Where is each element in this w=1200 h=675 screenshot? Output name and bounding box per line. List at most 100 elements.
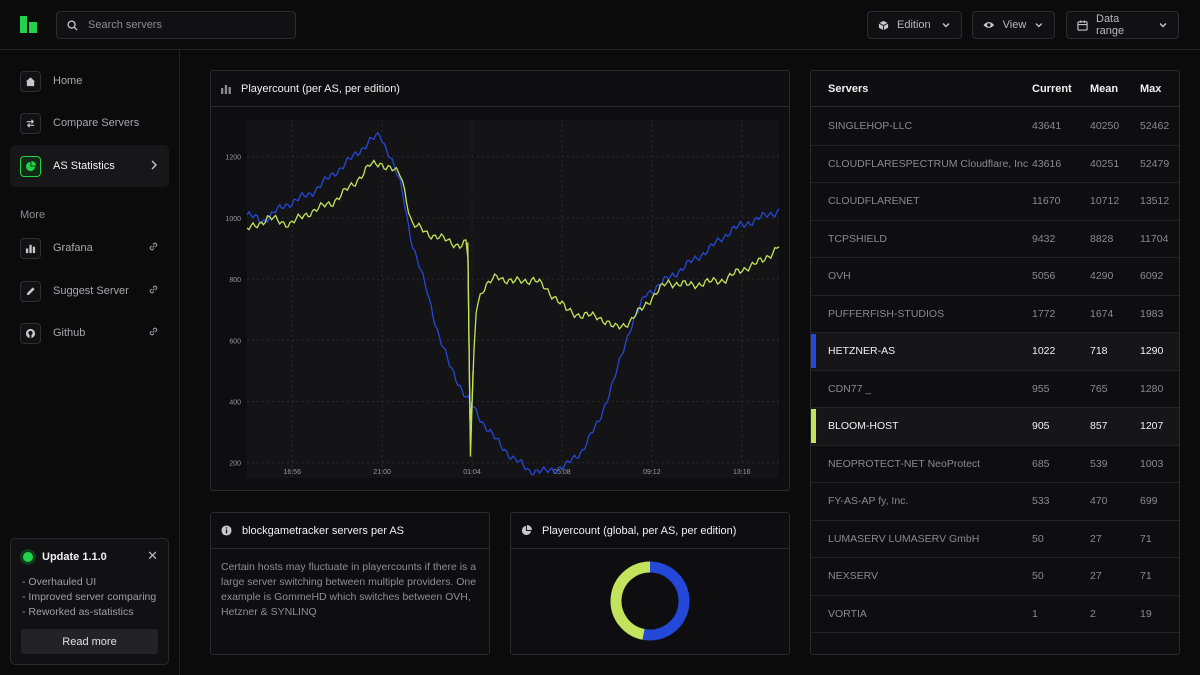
column-header-mean[interactable]: Mean <box>1090 82 1119 95</box>
sidebar-item-home[interactable]: Home <box>10 60 169 102</box>
column-header-max[interactable]: Max <box>1140 82 1162 95</box>
chevron-down-icon <box>942 23 950 28</box>
sidebar-item-suggest-server[interactable]: Suggest Server <box>10 270 169 312</box>
server-name-cell: CLOUDFLARENET <box>828 195 920 208</box>
current-cell: 50 <box>1032 532 1044 545</box>
table-row[interactable]: CLOUDFLARESPECTRUM Cloudflare, Inc. 43616… <box>811 146 1179 183</box>
playercount-line-chart: 200 400 600 800 1000 1200 16:56 21:00 01:04 05:08… <box>225 120 780 478</box>
current-cell: 533 <box>1032 495 1050 508</box>
mean-cell: 8828 <box>1090 232 1114 245</box>
status-dot-icon <box>20 549 36 565</box>
table-row[interactable]: NEXSERV 50 27 71 <box>811 558 1179 596</box>
bar-chart-icon <box>221 84 231 94</box>
series-line <box>246 159 780 423</box>
current-cell: 1772 <box>1032 307 1056 320</box>
sidebar-item-label: AS Statistics <box>53 160 115 172</box>
max-cell: 6092 <box>1140 270 1164 283</box>
link-icon <box>149 242 158 251</box>
x-tick-label: 05:08 <box>553 469 571 476</box>
sidebar-item-as-statistics[interactable]: AS Statistics <box>10 145 169 187</box>
donut-panel-title: Playercount (global, per AS, per edition… <box>542 524 737 537</box>
table-row[interactable]: HETZNER-AS 1022 718 1290 <box>811 333 1179 371</box>
sidebar-item-grafana[interactable]: Grafana <box>10 227 169 269</box>
info-panel-title: blockgametracker servers per AS <box>242 524 405 537</box>
update-notice: Update 1.1.0 ✕ - Overhauled UI - Improve… <box>10 538 169 665</box>
column-header-current[interactable]: Current <box>1032 82 1072 95</box>
table-row[interactable]: CDN77 _ 955 765 1280 <box>811 371 1179 408</box>
pencil-icon <box>20 280 41 302</box>
table-row[interactable]: CLOUDFLARENET 11670 10712 13512 <box>811 183 1179 221</box>
series-spike <box>467 242 474 457</box>
y-tick-label: 1200 <box>225 155 241 162</box>
search-box[interactable] <box>56 11 296 39</box>
cube-icon <box>878 20 889 30</box>
sidebar-item-github[interactable]: Github <box>10 312 169 354</box>
mean-cell: 27 <box>1090 532 1102 545</box>
sidebar-item-label: Compare Servers <box>53 117 140 129</box>
x-tick-label: 13:16 <box>733 469 751 476</box>
view-label: View <box>1002 19 1027 31</box>
table-row[interactable]: PUFFERFISH-STUDIOS 1772 1674 1983 <box>811 296 1179 333</box>
table-row[interactable]: BLOOM-HOST 905 857 1207 <box>811 408 1179 446</box>
y-tick-label: 1000 <box>225 216 241 223</box>
search-input[interactable] <box>88 19 278 31</box>
x-tick-label: 09:12 <box>643 469 661 476</box>
update-notes: - Overhauled UI - Improved server compar… <box>22 575 156 620</box>
table-row[interactable]: OVH 5056 4290 6092 <box>811 258 1179 296</box>
server-name-cell: TCPSHIELD <box>828 232 887 245</box>
home-icon <box>20 70 41 92</box>
current-cell: 43641 <box>1032 120 1062 133</box>
max-cell: 19 <box>1140 607 1152 620</box>
series-color-marker <box>811 409 816 443</box>
edition-dropdown[interactable]: Edition <box>867 11 962 39</box>
table-row[interactable]: VORTIA 1 2 19 <box>811 596 1179 633</box>
max-cell: 1983 <box>1140 307 1164 320</box>
current-cell: 955 <box>1032 382 1050 395</box>
table-row[interactable]: LUMASERV LUMASERV GmbH 50 27 71 <box>811 521 1179 558</box>
mean-cell: 2 <box>1090 607 1096 620</box>
donut-slice[interactable] <box>642 561 690 641</box>
view-dropdown[interactable]: View <box>972 11 1055 39</box>
info-panel-header: blockgametracker servers per AS <box>211 513 489 549</box>
table-row[interactable]: SINGLEHOP-LLC 43641 40250 52462 <box>811 108 1179 146</box>
y-tick-label: 600 <box>229 338 241 345</box>
table-row[interactable]: TCPSHIELD 9432 8828 11704 <box>811 221 1179 258</box>
sidebar-item-label: Grafana <box>53 242 93 254</box>
max-cell: 1207 <box>1140 420 1164 433</box>
donut-panel-header: Playercount (global, per AS, per edition… <box>511 513 789 549</box>
donut-slice[interactable] <box>610 561 651 640</box>
server-name-cell: NEOPROTECT-NET NeoProtect <box>828 457 981 470</box>
link-icon <box>149 327 158 336</box>
github-icon <box>20 322 41 344</box>
mean-cell: 40251 <box>1090 157 1120 170</box>
link-icon <box>149 285 158 294</box>
edition-label: Edition <box>897 19 931 31</box>
current-cell: 685 <box>1032 457 1050 470</box>
mean-cell: 1674 <box>1090 307 1114 320</box>
chevron-down-icon <box>1159 23 1167 28</box>
current-cell: 1 <box>1032 607 1038 620</box>
server-name-cell: BLOOM-HOST <box>828 420 899 433</box>
data-range-dropdown[interactable]: Data range <box>1066 11 1179 39</box>
chevron-down-icon <box>1035 23 1043 28</box>
main-chart-title: Playercount (per AS, per edition) <box>241 82 400 95</box>
mean-cell: 718 <box>1090 345 1108 358</box>
server-name-cell: FY-AS-AP fy, Inc. <box>828 495 909 508</box>
table-row[interactable]: NEOPROTECT-NET NeoProtect 685 539 1003 <box>811 446 1179 483</box>
x-tick-label: 21:00 <box>373 469 391 476</box>
current-cell: 50 <box>1032 570 1044 583</box>
max-cell: 71 <box>1140 532 1152 545</box>
calendar-icon <box>1077 19 1088 31</box>
table-row[interactable]: FY-AS-AP fy, Inc. 533 470 699 <box>811 483 1179 521</box>
server-name-cell: PUFFERFISH-STUDIOS <box>828 307 945 320</box>
max-cell: 52462 <box>1140 120 1170 133</box>
max-cell: 11704 <box>1140 232 1169 245</box>
column-header-servers[interactable]: Servers <box>828 82 869 95</box>
chevron-right-icon <box>151 160 157 170</box>
mean-cell: 40250 <box>1090 120 1120 133</box>
app-logo[interactable] <box>20 16 38 33</box>
current-cell: 9432 <box>1032 232 1056 245</box>
read-more-button[interactable]: Read more <box>21 629 158 654</box>
sidebar-item-compare-servers[interactable]: Compare Servers <box>10 102 169 144</box>
close-icon[interactable]: ✕ <box>147 548 158 563</box>
